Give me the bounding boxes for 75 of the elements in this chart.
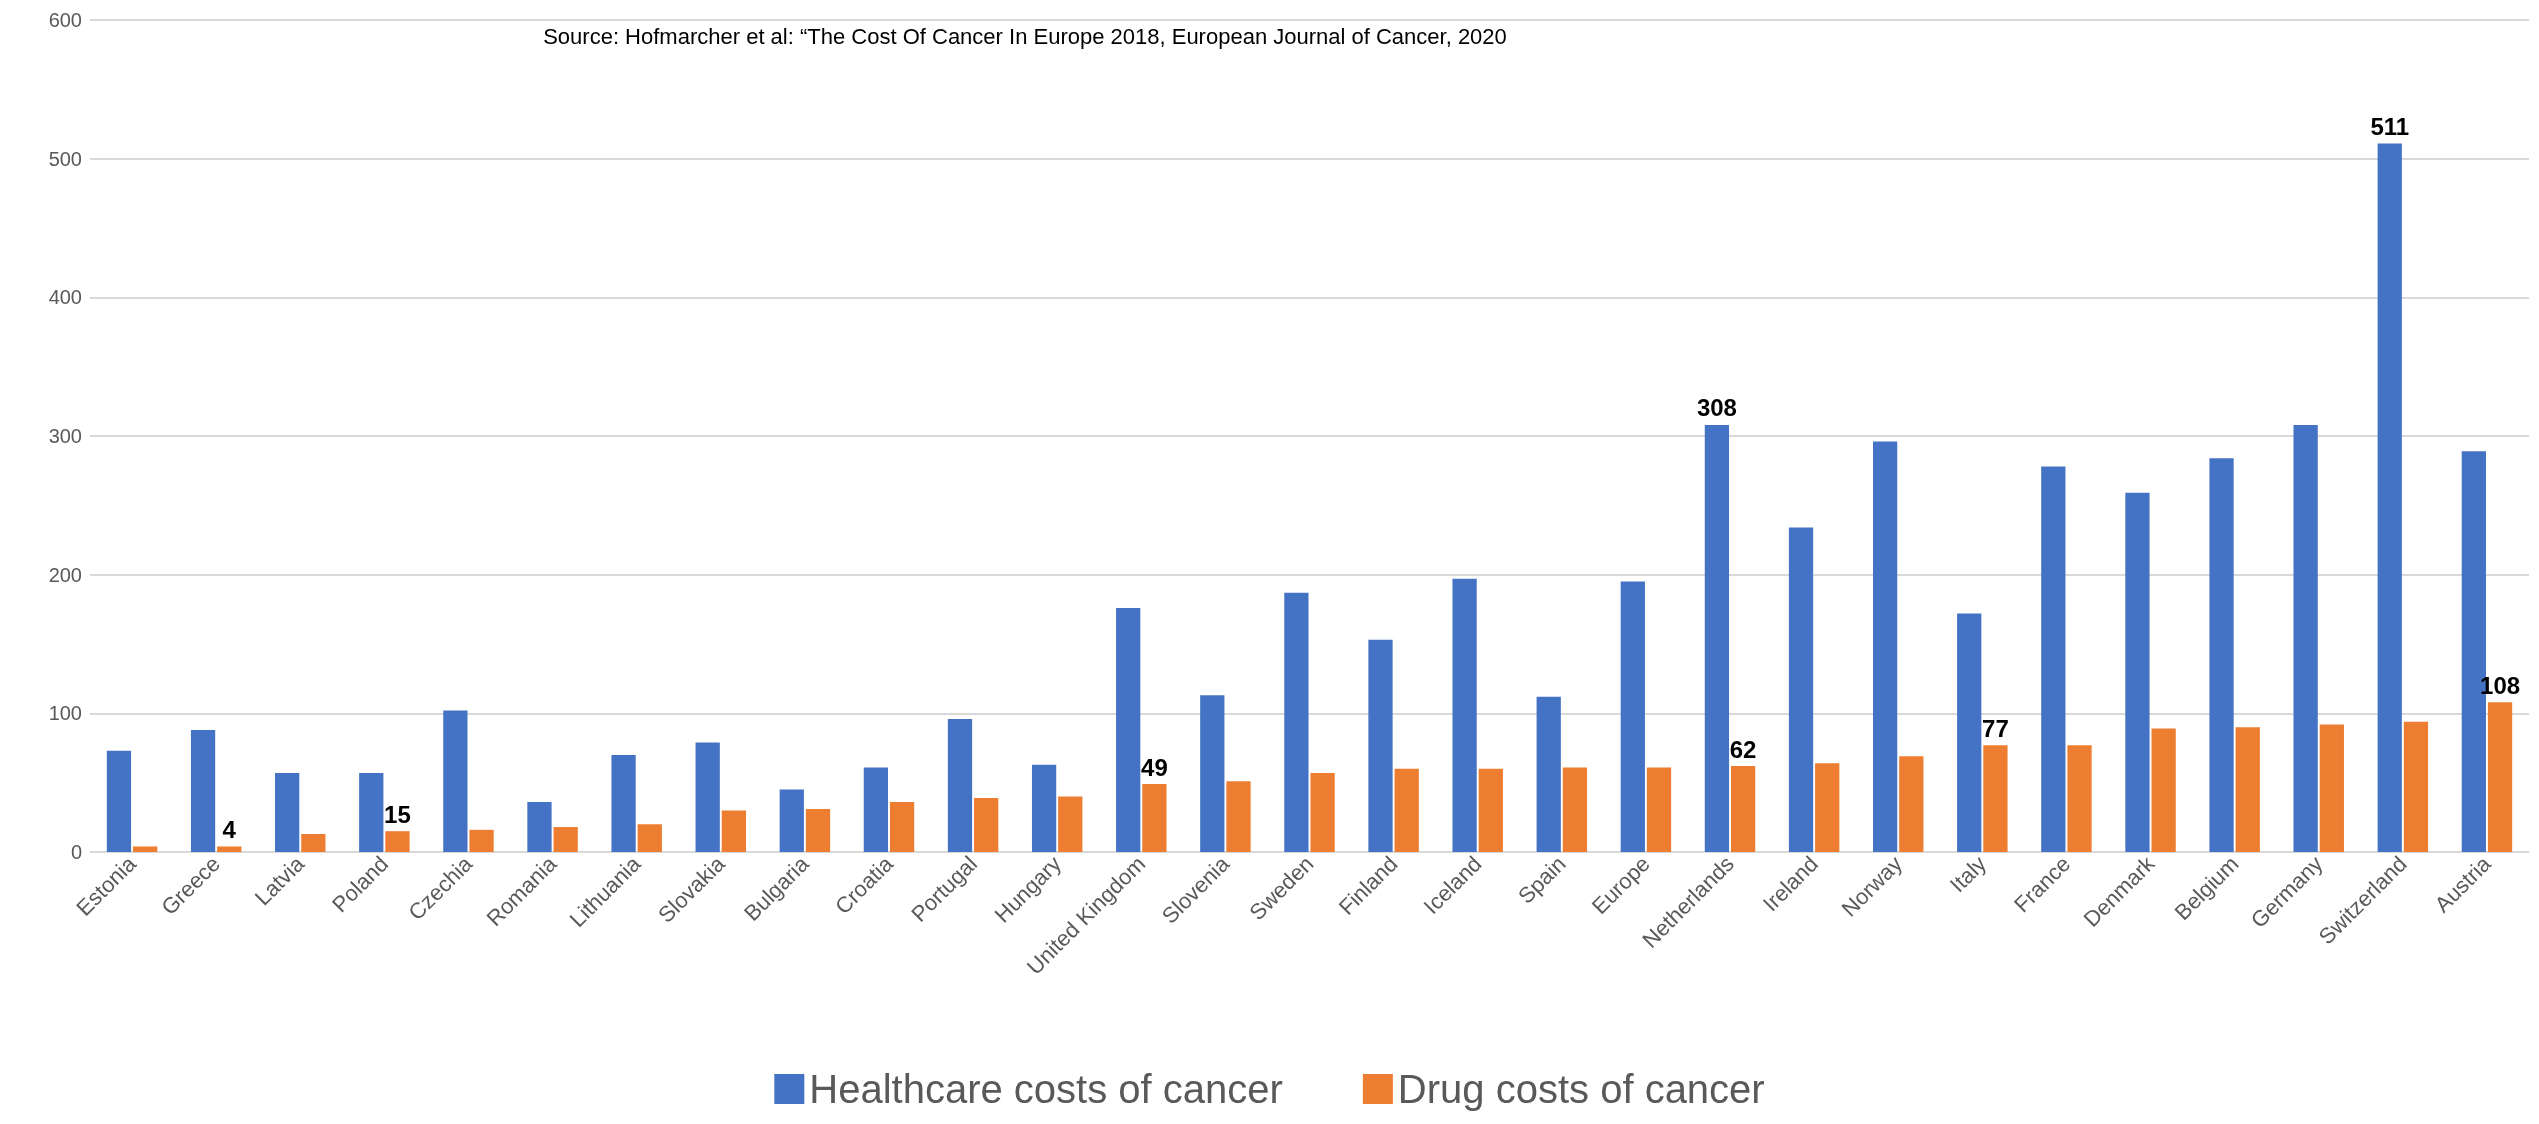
bar	[553, 827, 578, 852]
bar	[1226, 781, 1251, 852]
bar	[2293, 424, 2318, 852]
bar	[2125, 492, 2150, 852]
bar	[637, 824, 662, 852]
bar	[1368, 639, 1393, 852]
bar	[217, 846, 242, 852]
data-label: 15	[384, 800, 411, 828]
data-label: 49	[1141, 753, 1168, 781]
bar	[2151, 728, 2176, 852]
bar	[359, 772, 384, 852]
bar	[1899, 756, 1924, 852]
bar	[133, 846, 158, 852]
data-label: 4	[222, 815, 237, 843]
bar	[1031, 764, 1057, 852]
bar	[695, 742, 720, 852]
bar	[1620, 581, 1645, 852]
bar	[301, 833, 326, 852]
bar	[1284, 592, 1309, 852]
bar	[863, 767, 889, 852]
bar	[1788, 527, 1814, 852]
bar	[2377, 143, 2402, 852]
y-tick-label: 0	[70, 841, 82, 863]
bar	[2067, 745, 2092, 852]
y-tick-label: 500	[48, 147, 82, 170]
data-label: 62	[1729, 735, 1757, 763]
bar	[443, 710, 468, 852]
bar	[889, 802, 915, 852]
bar	[1957, 613, 1982, 852]
y-tick-label: 100	[48, 702, 82, 725]
bar	[1536, 696, 1561, 852]
bar	[2041, 466, 2066, 852]
y-tick-label: 600	[48, 9, 82, 31]
legend-label: Drug costs of cancer	[1397, 1067, 1765, 1111]
bar	[1478, 768, 1503, 852]
bar	[779, 789, 804, 852]
bar	[469, 829, 494, 852]
data-label: 511	[2370, 112, 2410, 140]
y-tick-label: 200	[48, 563, 82, 586]
bar	[2487, 702, 2513, 852]
bar	[106, 750, 132, 852]
y-tick-label: 400	[48, 286, 82, 309]
bar	[1142, 784, 1167, 852]
bar	[947, 718, 973, 852]
data-label: 77	[1982, 714, 2009, 742]
bar	[527, 802, 552, 852]
x-tick-label: Italy	[1944, 851, 1992, 898]
bar	[974, 797, 999, 852]
bar	[2319, 724, 2344, 852]
bar	[275, 772, 300, 852]
bar	[385, 831, 410, 852]
bar	[2235, 727, 2260, 852]
bar	[1116, 607, 1141, 852]
bar	[1058, 796, 1083, 852]
bar	[2403, 721, 2429, 852]
bar	[1872, 441, 1898, 852]
bar	[1730, 766, 1756, 852]
bar	[190, 729, 216, 852]
bar	[611, 754, 636, 852]
bar	[1983, 745, 2008, 852]
data-label: 308	[1696, 394, 1737, 422]
bar	[1562, 767, 1588, 852]
bar	[1310, 772, 1335, 852]
bar	[1452, 578, 1477, 852]
bar	[1200, 695, 1225, 852]
bar	[1394, 768, 1419, 852]
bar	[1815, 763, 1840, 852]
bar	[1704, 424, 1730, 852]
bar	[721, 810, 747, 852]
y-tick-label: 300	[48, 425, 82, 447]
bar	[2209, 458, 2234, 852]
chart-subtitle: Source: Hofmarcher et al: “The Cost Of Cancer In Europe 2018, European Journal of Cancer, 2020	[543, 23, 1507, 49]
legend-label: Healthcare costs of cancer	[809, 1067, 1283, 1111]
bar	[805, 809, 831, 852]
bar	[1646, 767, 1672, 852]
